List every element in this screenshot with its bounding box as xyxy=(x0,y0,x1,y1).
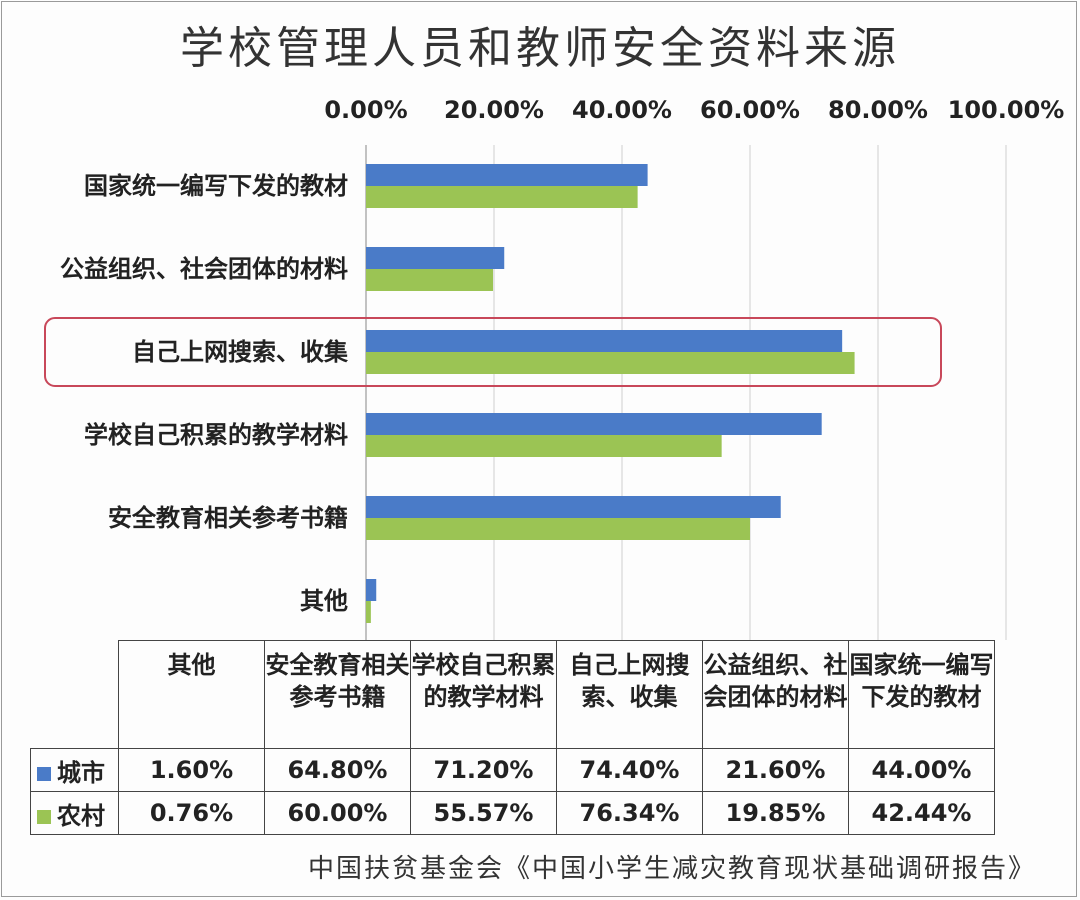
table-cell: 71.20% xyxy=(410,748,557,792)
category-label: 自己上网搜索、收集 xyxy=(132,338,349,366)
table-header-cell: 学校自己积累的教学材料 xyxy=(410,640,557,749)
table-cell: 42.44% xyxy=(848,791,995,835)
rural-bar xyxy=(366,186,638,208)
bar-chart: 0.00% 20.00% 40.00% 60.00% 80.00% 100.00% 国家统一… xyxy=(44,96,1065,640)
urban-bar xyxy=(366,330,843,352)
table-cell: 44.00% xyxy=(848,748,995,792)
table-cell: 21.60% xyxy=(702,748,849,792)
table-header-cell: 公益组织、社会团体的材料 xyxy=(702,640,849,749)
urban-legend-swatch xyxy=(37,766,51,781)
table-cell: 19.85% xyxy=(702,791,849,835)
x-tick-label: 60.00% xyxy=(700,96,800,124)
source-caption: 中国扶贫基金会《中国小学生减灾教育现状基础调研报告》 xyxy=(307,854,1036,884)
category-label: 安全教育相关参考书籍 xyxy=(108,504,348,532)
rural-bar xyxy=(366,601,371,623)
table-cell: 1.60% xyxy=(118,748,265,792)
urban-bar xyxy=(366,496,781,518)
table-header-cell: 国家统一编写下发的教材 xyxy=(848,640,995,749)
x-tick-label: 80.00% xyxy=(828,96,928,124)
data-table: 其他 安全教育相关参考书籍 学校自己积累的教学材料 自己上网搜索、收集 公益组织… xyxy=(30,640,995,835)
urban-bar xyxy=(366,579,377,601)
rural-bar xyxy=(366,435,722,457)
category-label: 公益组织、社会团体的材料 xyxy=(60,255,348,283)
table-cell: 55.57% xyxy=(410,791,557,835)
x-tick-label: 40.00% xyxy=(572,96,672,124)
table-header-cell: 其他 xyxy=(118,640,265,749)
table-header-cell: 自己上网搜索、收集 xyxy=(556,640,703,749)
rural-bar xyxy=(366,518,750,540)
category-label: 学校自己积累的教学材料 xyxy=(84,421,348,449)
urban-bar xyxy=(366,164,648,186)
table-header-row: 其他 安全教育相关参考书籍 学校自己积累的教学材料 自己上网搜索、收集 公益组织… xyxy=(30,640,995,749)
urban-bar xyxy=(366,413,822,435)
rural-legend-swatch xyxy=(37,809,51,824)
rural-bar xyxy=(366,269,494,291)
rural-bar xyxy=(366,352,855,374)
series-name: 农村 xyxy=(57,801,105,830)
category-label: 国家统一编写下发的教材 xyxy=(84,172,348,200)
table-row: 城市 1.60% 64.80% 71.20% 74.40% 21.60% 44.… xyxy=(30,748,995,792)
table-row: 农村 0.76% 60.00% 55.57% 76.34% 19.85% 42.… xyxy=(30,791,995,835)
table-cell: 76.34% xyxy=(556,791,703,835)
table-cell: 60.00% xyxy=(264,791,411,835)
table-cell: 74.40% xyxy=(556,748,703,792)
x-tick-label: 20.00% xyxy=(444,96,544,124)
category-label: 其他 xyxy=(300,587,348,615)
series-label-cell: 农村 xyxy=(30,791,119,835)
highlight-box xyxy=(44,317,942,387)
table-header-cell: 安全教育相关参考书籍 xyxy=(264,640,411,749)
table-corner xyxy=(30,640,119,749)
x-tick-label: 100.00% xyxy=(948,96,1065,124)
table-cell: 0.76% xyxy=(118,791,265,835)
x-tick-label: 0.00% xyxy=(324,96,407,124)
series-name: 城市 xyxy=(57,758,105,787)
series-label-cell: 城市 xyxy=(30,748,119,792)
table-cell: 64.80% xyxy=(264,748,411,792)
urban-bar xyxy=(366,247,505,269)
chart-title: 学校管理人员和教师安全资料来源 xyxy=(180,23,900,74)
